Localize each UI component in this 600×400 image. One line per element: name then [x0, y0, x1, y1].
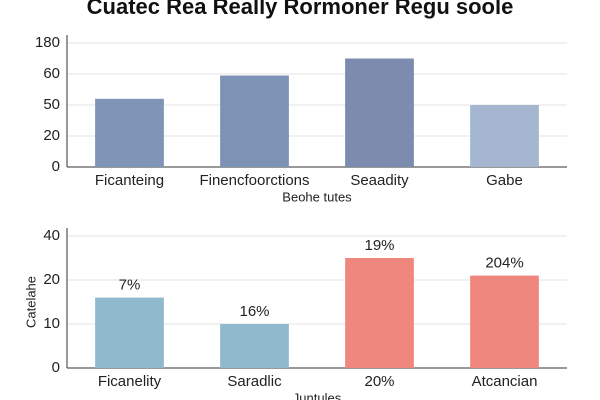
bar: [345, 58, 414, 167]
x-tick-label: 20%: [364, 373, 394, 390]
x-tick-label: Finencfoorctions: [199, 172, 309, 189]
bar-annotation: 7%: [119, 277, 141, 294]
y-tick-label: 180: [35, 34, 60, 51]
x-tick-label: Ficanelity: [98, 373, 162, 390]
y-tick-label: 50: [43, 96, 60, 113]
y-tick-label: 20: [43, 271, 60, 288]
bar: [220, 324, 289, 368]
x-tick-label: Ficanteing: [95, 172, 164, 189]
y-axis-label: Catelahe: [23, 276, 38, 328]
bar: [470, 105, 539, 167]
x-tick-label: Gabe: [486, 172, 523, 189]
x-tick-label: Atcancian: [472, 373, 538, 390]
bar-annotation: 16%: [239, 303, 269, 320]
y-tick-label: 10: [43, 315, 60, 332]
bar-annotation: 19%: [364, 237, 394, 254]
bar: [220, 75, 289, 167]
x-axis-label: Beohe tutes: [282, 189, 352, 204]
y-tick-label: 60: [43, 65, 60, 82]
y-tick-label: 20: [43, 127, 60, 144]
bar-annotation: 204%: [485, 255, 523, 272]
bar: [95, 98, 164, 167]
chart-title: Cuatec Rea Really Rormoner Regu soole: [87, 0, 514, 19]
y-tick-label: 0: [52, 359, 60, 376]
x-tick-label: Seaadity: [350, 172, 409, 189]
bar: [95, 297, 164, 368]
x-tick-label: Saradlic: [227, 373, 282, 390]
bar: [345, 258, 414, 368]
x-axis-label: Juntules: [293, 390, 342, 400]
bar: [470, 275, 539, 368]
y-tick-label: 0: [52, 158, 60, 175]
y-tick-label: 40: [43, 227, 60, 244]
